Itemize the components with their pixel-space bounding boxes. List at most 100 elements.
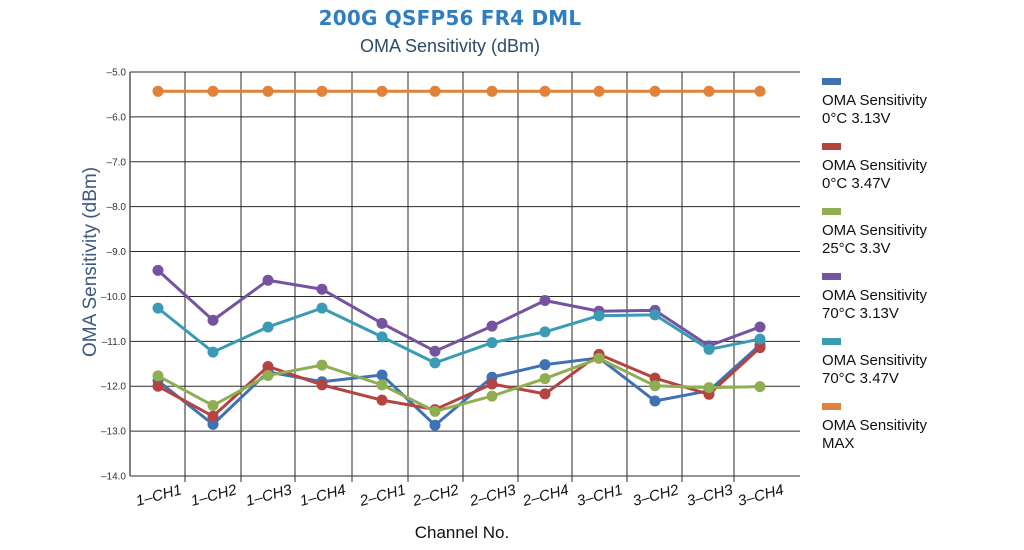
data-point — [539, 388, 551, 400]
data-point — [539, 85, 551, 97]
data-point — [262, 274, 274, 286]
legend-label-line2: 0°C 3.47V — [822, 175, 891, 192]
x-tick-label: 1–CH4 — [298, 481, 348, 510]
data-point — [316, 359, 328, 371]
legend-label-line1: OMA Sensitivity — [822, 352, 928, 369]
series-line — [157, 346, 762, 418]
x-tick-label: 1–CH1 — [134, 481, 184, 510]
legend-swatch — [822, 273, 841, 280]
legend-label-line1: OMA Sensitivity — [822, 417, 928, 434]
legend: OMA Sensitivity 0°C 3.13V OMA Sensitivity 0… — [822, 78, 1012, 468]
data-point — [152, 85, 164, 97]
series-3 — [152, 264, 766, 357]
legend-label-line1: OMA Sensitivity — [822, 287, 928, 304]
data-point — [703, 343, 715, 355]
x-tick-label: 3–CH4 — [736, 481, 786, 510]
data-point — [649, 395, 661, 407]
data-point — [593, 352, 605, 364]
data-point — [486, 378, 498, 390]
x-tick-label: 2–CH1 — [357, 481, 407, 510]
data-point — [703, 85, 715, 97]
data-point — [316, 302, 328, 314]
legend-item: OMA Sensitivity 25°C 3.3V — [822, 208, 1012, 273]
data-point — [703, 382, 715, 394]
data-point — [376, 317, 388, 329]
y-tick-label: –12.0 — [101, 382, 126, 393]
data-point — [376, 331, 388, 343]
legend-label-line2: 0°C 3.13V — [822, 110, 891, 127]
legend-swatch — [822, 338, 841, 345]
legend-label-line2: 70°C 3.47V — [822, 370, 899, 387]
data-point — [539, 359, 551, 371]
data-point — [376, 369, 388, 381]
legend-label-line1: OMA Sensitivity — [822, 92, 928, 109]
data-point — [207, 400, 219, 412]
x-tick-label: 2–CH3 — [467, 481, 518, 510]
data-point — [754, 381, 766, 393]
series-line — [156, 269, 761, 353]
data-point — [262, 360, 274, 372]
data-point — [649, 372, 661, 384]
series-4 — [152, 302, 766, 369]
data-point — [429, 405, 441, 417]
data-point — [539, 294, 551, 306]
x-tick-label: 1–CH3 — [244, 481, 294, 510]
data-point — [429, 85, 441, 97]
x-tick-label: 3–CH2 — [631, 481, 681, 510]
chart-title: 200G QSFP56 FR4 DML — [318, 6, 582, 30]
data-point — [429, 345, 441, 357]
x-axis-label: Channel No. — [415, 523, 510, 542]
y-tick-label: –13.0 — [101, 427, 126, 438]
data-point — [207, 346, 219, 358]
grid — [129, 71, 800, 482]
x-tick-label: 3–CH3 — [685, 481, 735, 510]
legend-label-line2: 70°C 3.13V — [822, 305, 899, 322]
data-point — [486, 337, 498, 349]
chart-subtitle: OMA Sensitivity (dBm) — [359, 36, 541, 56]
series-line — [157, 306, 761, 365]
y-tick-label: –6.0 — [107, 112, 127, 123]
data-point — [207, 314, 219, 326]
data-point — [376, 85, 388, 97]
data-point — [649, 380, 661, 392]
series-line — [157, 356, 761, 413]
data-point — [593, 85, 605, 97]
series-2 — [152, 352, 766, 417]
y-tick-label: –8.0 — [107, 202, 127, 213]
legend-label-line1: OMA Sensitivity — [822, 157, 928, 174]
data-point — [486, 320, 498, 332]
legend-item: OMA Sensitivity 70°C 3.13V — [822, 273, 1012, 338]
y-axis-ticks: –5.0 –6.0 –7.0 –8.0 –9.0 –10.0 –11.0 –12.0 –13.0… — [101, 68, 126, 483]
series-group — [152, 85, 766, 431]
data-point — [649, 85, 661, 97]
x-axis-ticks: 1–CH1 1–CH2 1–CH3 1–CH4 2–CH1 2–CH2 2–CH3 2–CH4… — [134, 481, 786, 510]
y-tick-label: –5.0 — [107, 68, 127, 79]
data-point — [207, 410, 219, 422]
data-point — [152, 302, 164, 314]
data-point — [316, 283, 328, 295]
data-point — [593, 310, 605, 322]
series-5 — [152, 85, 766, 97]
legend-label-line2: MAX — [822, 435, 855, 452]
data-point — [376, 379, 388, 391]
data-point — [754, 321, 766, 333]
x-tick-label: 3–CH1 — [575, 481, 625, 510]
data-point — [539, 326, 551, 338]
data-point — [429, 357, 441, 369]
legend-item: OMA Sensitivity 0°C 3.47V — [822, 143, 1012, 208]
legend-swatch — [822, 403, 841, 410]
data-point — [754, 85, 766, 97]
data-point — [152, 264, 164, 276]
legend-label-line1: OMA Sensitivity — [822, 222, 928, 239]
y-tick-label: –14.0 — [101, 472, 126, 483]
data-point — [262, 321, 274, 333]
legend-swatch — [822, 78, 841, 85]
data-point — [262, 85, 274, 97]
data-point — [316, 379, 328, 391]
data-point — [649, 309, 661, 321]
data-point — [152, 370, 164, 382]
data-point — [316, 85, 328, 97]
legend-swatch — [822, 208, 841, 215]
data-point — [207, 85, 219, 97]
